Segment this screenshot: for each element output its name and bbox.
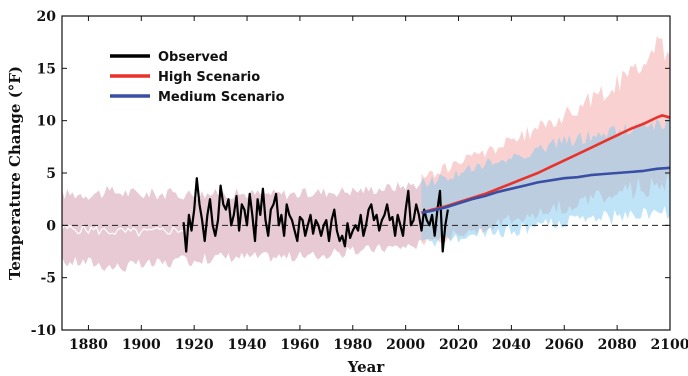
x-tick-label: 1920 bbox=[175, 337, 214, 353]
legend-label-high-scenario: High Scenario bbox=[158, 70, 260, 85]
y-tick-label: -5 bbox=[40, 271, 56, 287]
series-line-medium-scenario bbox=[421, 166, 670, 215]
x-tick-label: 1880 bbox=[69, 337, 108, 353]
x-axis-title: Year bbox=[347, 358, 386, 376]
y-tick-label: 15 bbox=[37, 61, 56, 77]
x-tick-label: 2060 bbox=[545, 337, 584, 353]
y-axis-title: Temperature Change (°F) bbox=[6, 66, 24, 280]
x-tick-label: 2040 bbox=[492, 337, 531, 353]
series-line-observed bbox=[182, 177, 449, 253]
y-tick-label: 5 bbox=[46, 166, 56, 182]
legend-label-observed: Observed bbox=[158, 50, 228, 65]
y-tick-label: 10 bbox=[37, 114, 57, 130]
legend-label-medium-scenario: Medium Scenario bbox=[158, 90, 285, 105]
x-tick-label: 1960 bbox=[280, 337, 319, 353]
x-tick-label: 1980 bbox=[333, 337, 372, 353]
x-tick-label: 2020 bbox=[439, 337, 478, 353]
x-tick-label: 2000 bbox=[386, 337, 425, 353]
historical-model-mean-line bbox=[62, 223, 184, 238]
x-tick-label: 1940 bbox=[228, 337, 267, 353]
y-tick-label: 0 bbox=[46, 218, 56, 234]
y-tick-label: -10 bbox=[31, 323, 57, 339]
x-tick-label: 2100 bbox=[651, 337, 688, 353]
x-tick-label: 1900 bbox=[122, 337, 161, 353]
x-tick-label: 2080 bbox=[598, 337, 637, 353]
uncertainty-band-0 bbox=[62, 181, 422, 272]
y-tick-label: 20 bbox=[37, 9, 57, 25]
